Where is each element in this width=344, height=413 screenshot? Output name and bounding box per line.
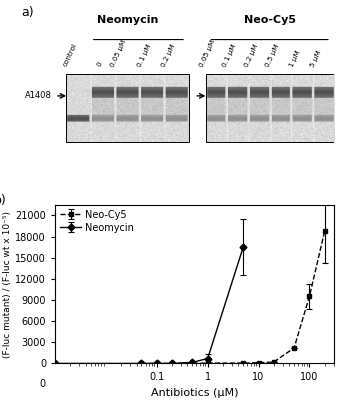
- Text: 5 μM: 5 μM: [310, 49, 323, 68]
- Text: 0.1 μM: 0.1 μM: [222, 43, 238, 68]
- Text: 1 μM: 1 μM: [289, 49, 302, 68]
- Y-axis label: (F-luc mutant) / (F-luc wt x 10⁻⁵): (F-luc mutant) / (F-luc wt x 10⁻⁵): [3, 211, 12, 358]
- Bar: [66, 74, 189, 142]
- Text: A1408: A1408: [25, 91, 52, 100]
- Text: 0: 0: [40, 379, 45, 389]
- Text: 0.5 μM: 0.5 μM: [265, 43, 280, 68]
- Text: Neo-Cy5: Neo-Cy5: [244, 15, 295, 26]
- Text: control: control: [63, 43, 78, 68]
- X-axis label: Antibiotics (μM): Antibiotics (μM): [151, 388, 238, 398]
- Legend: Neo-Cy5, Neomycin: Neo-Cy5, Neomycin: [60, 210, 134, 233]
- Text: 0: 0: [96, 61, 103, 68]
- Text: 0.05 μM: 0.05 μM: [110, 39, 128, 68]
- Bar: [205, 74, 334, 142]
- Text: 0.1 μM: 0.1 μM: [136, 43, 152, 68]
- Text: 0.2 μM: 0.2 μM: [161, 43, 176, 68]
- Text: 0.05 μM: 0.05 μM: [198, 39, 216, 68]
- Text: a): a): [22, 6, 34, 19]
- Text: b): b): [0, 194, 7, 207]
- Text: 0.2 μM: 0.2 μM: [243, 43, 259, 68]
- Text: Neomycin: Neomycin: [97, 15, 158, 26]
